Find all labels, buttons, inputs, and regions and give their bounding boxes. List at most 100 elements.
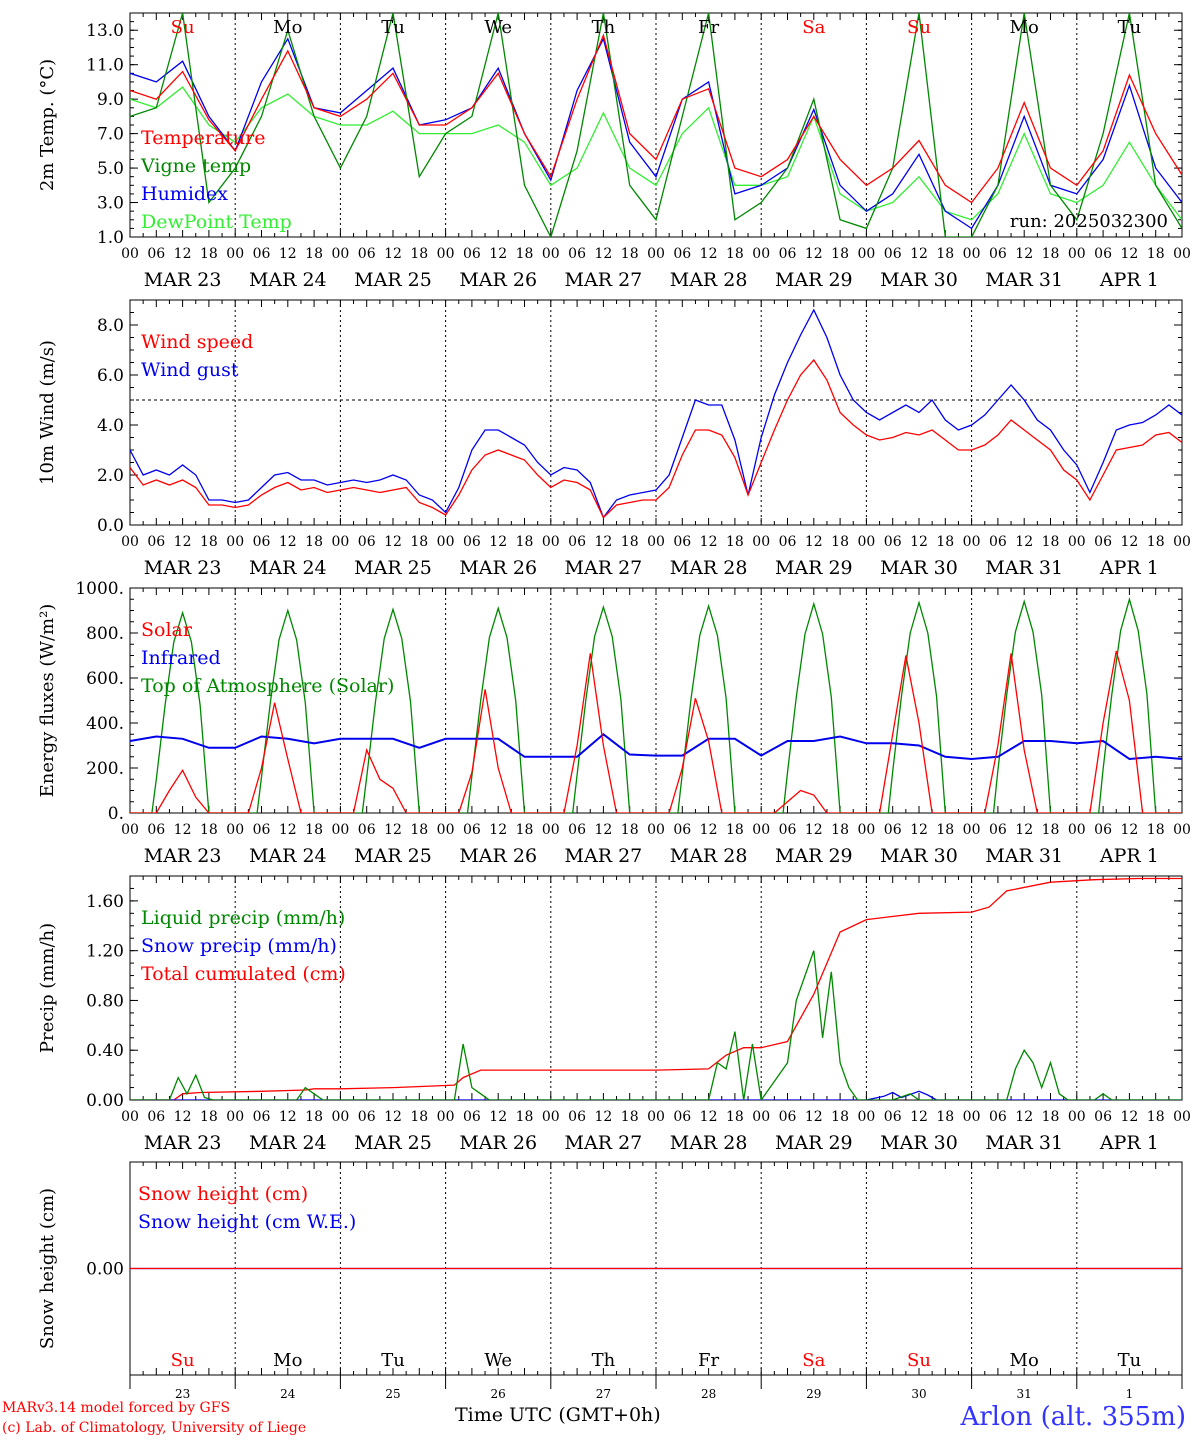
hour-label: 00: [1173, 822, 1191, 838]
y-tick-label: 1.20: [86, 942, 124, 962]
hour-label: 12: [700, 1109, 718, 1125]
hour-label: 12: [174, 246, 192, 262]
legend-entry: Wind speed: [141, 331, 253, 353]
date-label: MAR 23: [144, 845, 222, 867]
hour-label: 12: [700, 534, 718, 550]
date-label: MAR 31: [985, 269, 1063, 291]
hour-label: 18: [516, 1109, 534, 1125]
hour-label: 12: [489, 534, 507, 550]
hour-label: 18: [516, 534, 534, 550]
hour-label: 12: [1120, 1109, 1138, 1125]
date-label: MAR 29: [775, 557, 853, 579]
hour-label: 18: [726, 246, 744, 262]
date-label: MAR 26: [459, 845, 537, 867]
weekday-label: Tu: [1118, 17, 1142, 38]
hour-label: 12: [174, 534, 192, 550]
hour-label: 12: [700, 822, 718, 838]
time-axis-label: Time UTC (GMT+0h): [455, 1404, 661, 1426]
hour-label: 18: [1042, 1109, 1060, 1125]
hour-label: 06: [568, 246, 586, 262]
hour-label: 06: [568, 822, 586, 838]
hour-label: 06: [779, 822, 797, 838]
hour-label: 12: [1120, 822, 1138, 838]
series-line-top-of-atmosphere-solar-: [130, 596, 1182, 813]
hour-label: 00: [647, 1109, 665, 1125]
hour-label: 06: [253, 1109, 271, 1125]
hour-label: 06: [1094, 534, 1112, 550]
hour-label: 06: [568, 1109, 586, 1125]
date-label: MAR 28: [670, 557, 748, 579]
hour-label: 00: [226, 822, 244, 838]
hour-label: 18: [1042, 822, 1060, 838]
hour-label: 06: [884, 1109, 902, 1125]
hour-label: 18: [1147, 822, 1165, 838]
weekday-label: Fr: [698, 1350, 719, 1371]
hour-label: 18: [831, 246, 849, 262]
hour-label: 06: [147, 246, 165, 262]
hour-label: 00: [752, 1109, 770, 1125]
day-number-label: 25: [385, 1387, 400, 1401]
date-label: MAR 28: [670, 269, 748, 291]
hour-label: 00: [121, 1109, 139, 1125]
y-tick-label: 11.0: [86, 56, 124, 76]
day-number-label: 27: [596, 1387, 611, 1401]
hour-label: 06: [1094, 822, 1112, 838]
y-tick-label: 600.: [86, 669, 124, 689]
y-axis-label: Precip (mm/h): [37, 923, 58, 1053]
hour-label: 18: [305, 1109, 323, 1125]
hour-label: 00: [1068, 534, 1086, 550]
legend-entry: Top of Atmosphere (Solar): [141, 675, 394, 697]
date-label: MAR 26: [459, 269, 537, 291]
hour-label: 18: [621, 1109, 639, 1125]
weekday-label: Mo: [1010, 1350, 1039, 1371]
y-axis-label: Energy fluxes (W/m²): [37, 604, 58, 798]
hour-label: 06: [253, 822, 271, 838]
date-label: MAR 29: [775, 1132, 853, 1154]
y-tick-label: 0.00: [86, 1260, 124, 1280]
hour-label: 18: [410, 822, 428, 838]
y-tick-label: 13.0: [86, 21, 124, 41]
date-label: MAR 30: [880, 1132, 958, 1154]
legend-entry: Liquid precip (mm/h): [141, 907, 345, 929]
date-label: MAR 28: [670, 845, 748, 867]
hour-label: 18: [305, 534, 323, 550]
hour-label: 00: [331, 246, 349, 262]
run-label: run: 2025032300: [1010, 211, 1168, 232]
date-label: APR 1: [1099, 845, 1159, 867]
hour-label: 12: [594, 1109, 612, 1125]
hour-label: 18: [1042, 246, 1060, 262]
date-label: MAR 26: [459, 1132, 537, 1154]
hour-label: 00: [647, 534, 665, 550]
hour-label: 06: [358, 822, 376, 838]
weekday-label: Sa: [802, 1350, 825, 1371]
hour-label: 00: [331, 534, 349, 550]
series-line-humidex: [130, 36, 1182, 230]
hour-label: 06: [673, 1109, 691, 1125]
hour-label: 18: [726, 822, 744, 838]
hour-label: 18: [936, 534, 954, 550]
weekday-label: Su: [907, 1350, 931, 1371]
hour-label: 00: [542, 534, 560, 550]
hour-label: 00: [437, 1109, 455, 1125]
hour-label: 12: [279, 246, 297, 262]
hour-label: 06: [989, 246, 1007, 262]
weekday-label: Fr: [698, 17, 719, 38]
date-label: MAR 30: [880, 557, 958, 579]
hour-label: 12: [700, 246, 718, 262]
hour-label: 18: [516, 822, 534, 838]
hour-label: 06: [884, 246, 902, 262]
hour-label: 18: [831, 534, 849, 550]
series-line-liquid-precip-mm-h-: [130, 950, 1182, 1100]
y-axis-label: 10m Wind (m/s): [37, 340, 58, 485]
hour-label: 18: [621, 246, 639, 262]
hour-label: 12: [384, 822, 402, 838]
y-tick-label: 8.0: [97, 316, 124, 336]
hour-label: 06: [989, 822, 1007, 838]
legend-entry: Temperature: [141, 127, 265, 149]
date-label: MAR 24: [249, 845, 327, 867]
hour-label: 00: [121, 822, 139, 838]
hour-label: 12: [384, 1109, 402, 1125]
weekday-label: Mo: [273, 1350, 302, 1371]
y-tick-label: 4.0: [97, 416, 124, 436]
legend-entry: Wind gust: [141, 359, 239, 381]
